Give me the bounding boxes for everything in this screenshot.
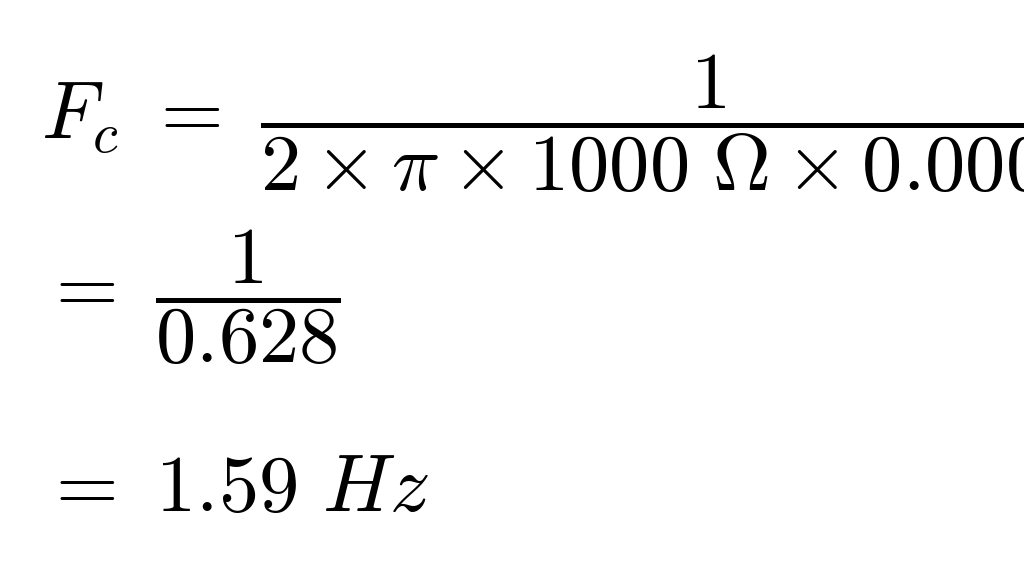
Text: $F_c \ = \ \dfrac{1}{2\times\pi\times1000\ \Omega\times0.0001\ F}$: $F_c \ = \ \dfrac{1}{2\times\pi\times100…	[41, 53, 1024, 194]
Text: $= \ \dfrac{1}{0.628}$: $= \ \dfrac{1}{0.628}$	[41, 228, 341, 368]
Text: $= \ 1.59 \ Hz$: $= \ 1.59 \ Hz$	[41, 450, 429, 528]
